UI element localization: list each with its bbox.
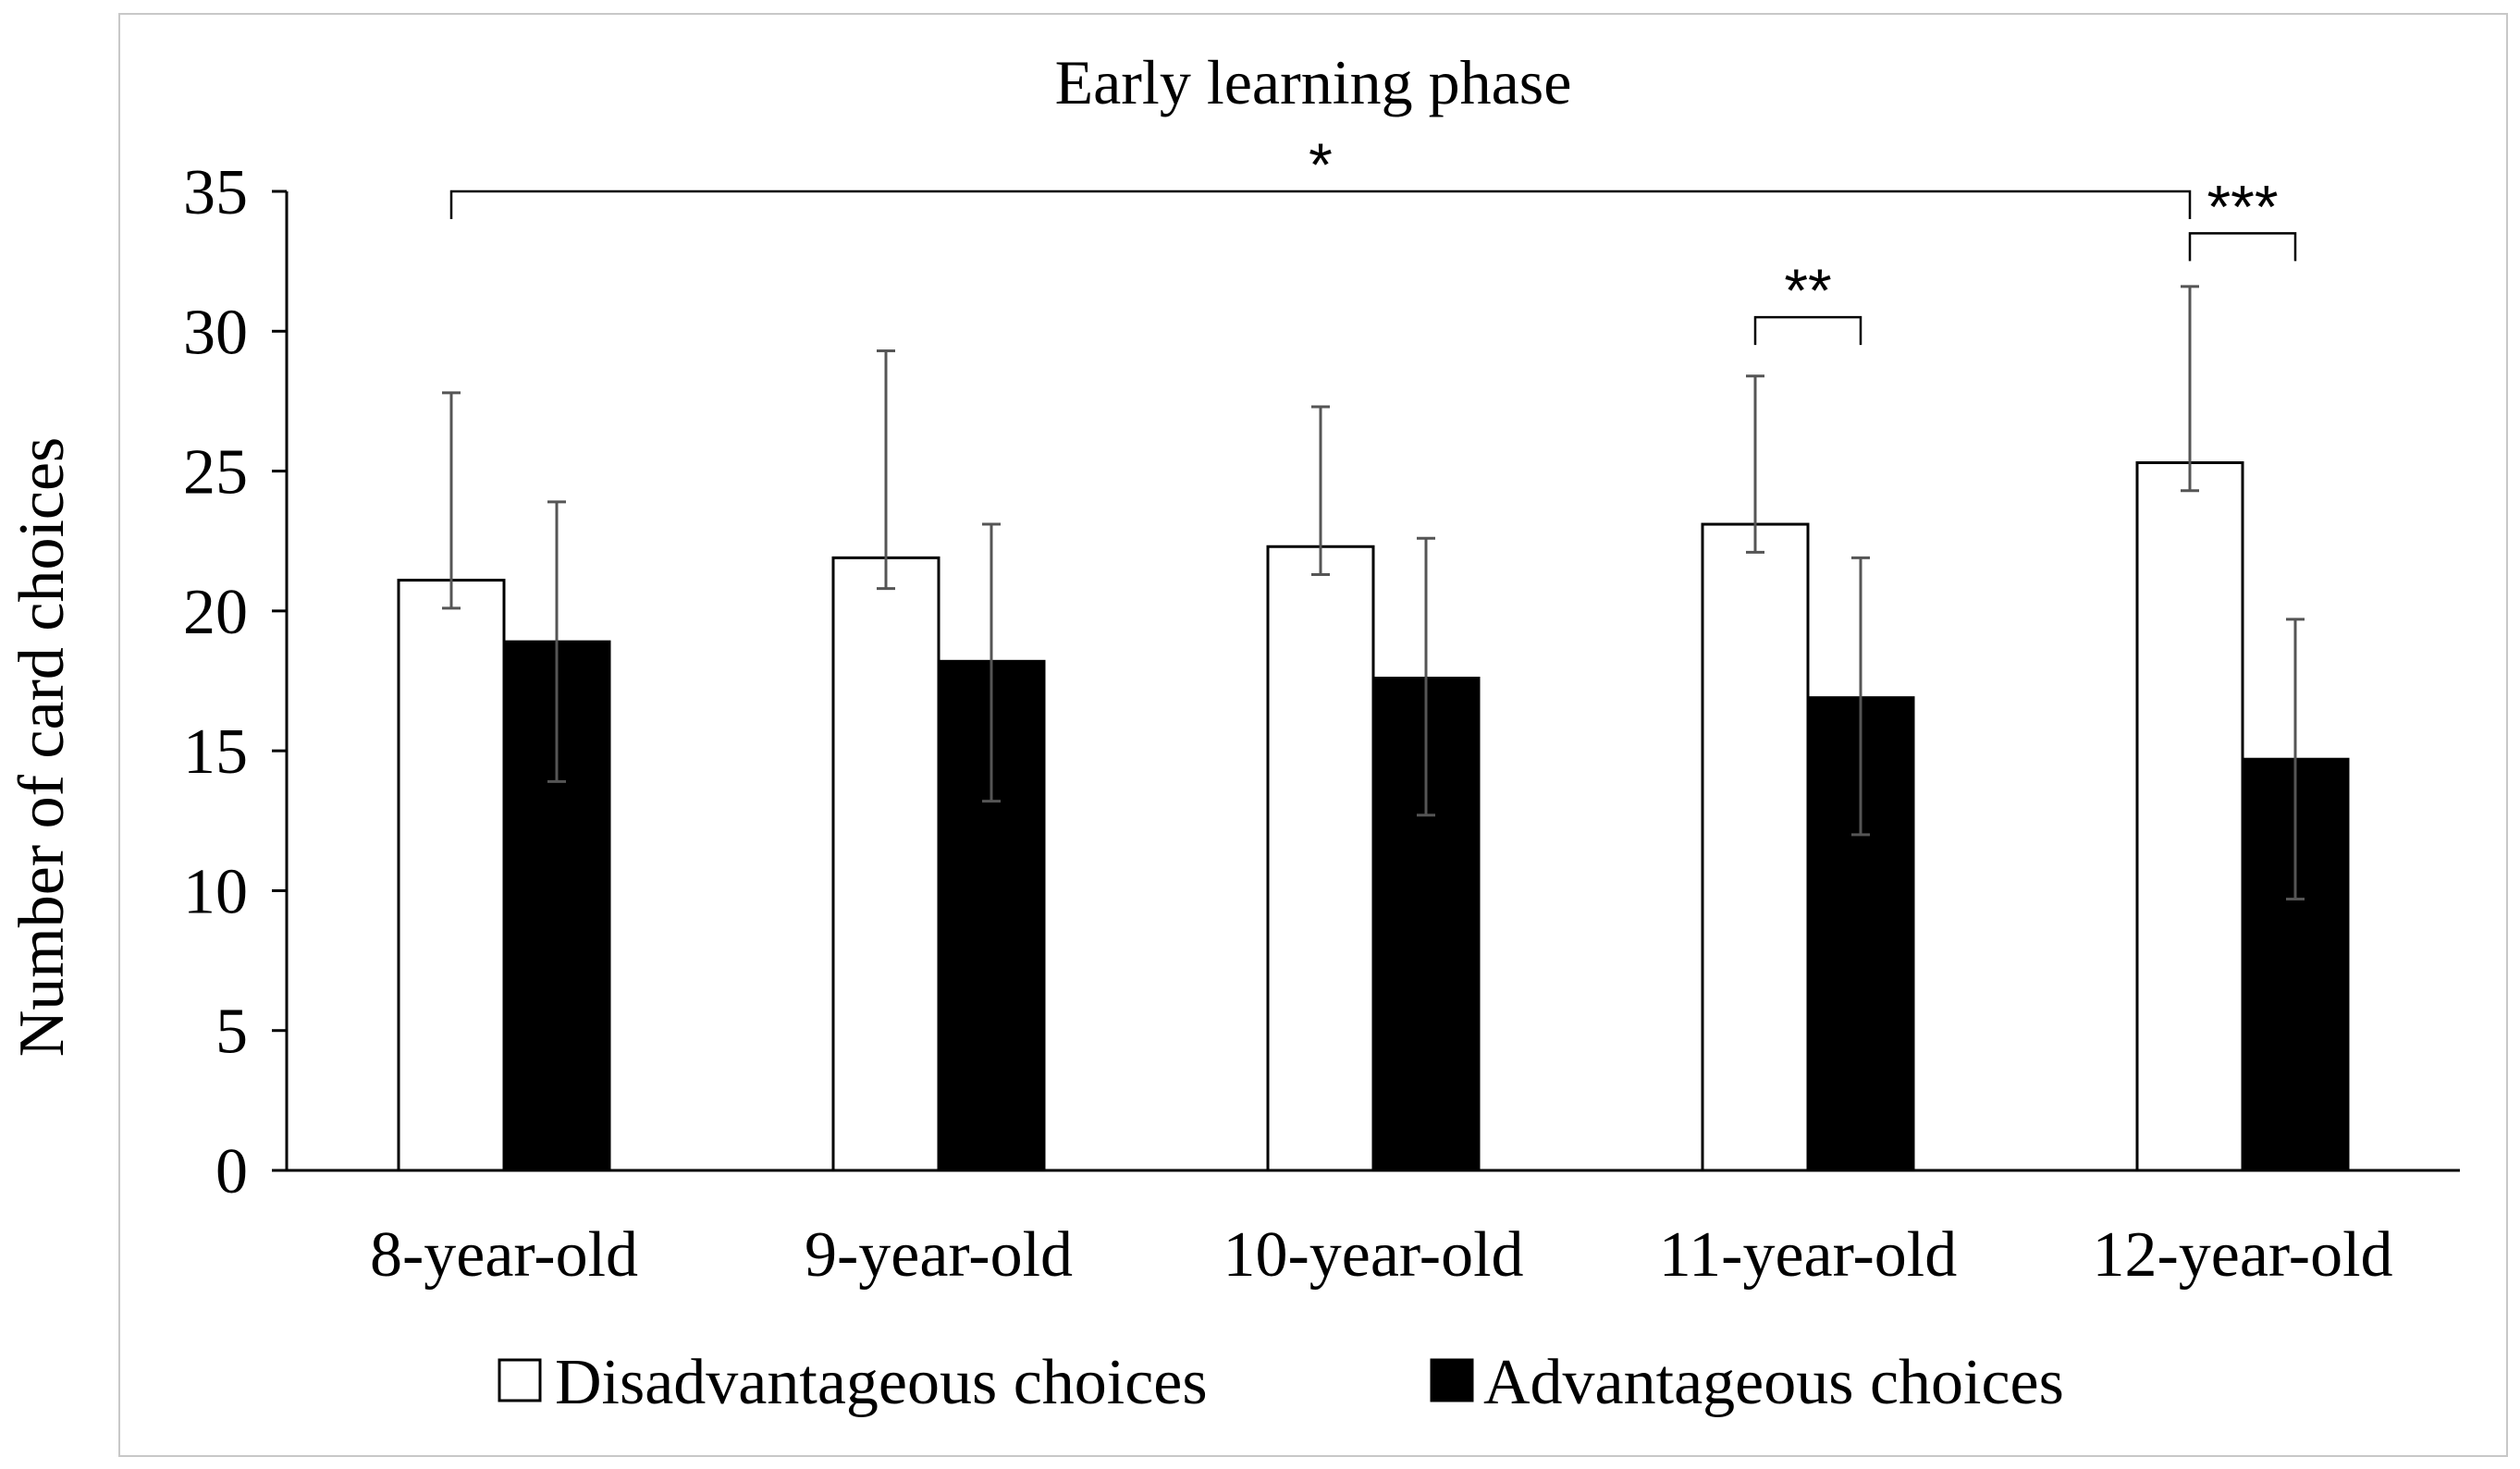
significance-bracket [1753, 315, 1862, 346]
significance-label: *** [2207, 172, 2278, 240]
y-tick-label: 35 [183, 157, 248, 228]
x-tick-label: 11-year-old [1659, 1219, 1958, 1291]
legend-label-advantageous: Advantageous choices [1483, 1347, 2064, 1418]
y-tick-label: 30 [183, 297, 248, 368]
chart-title: Early learning phase [1055, 47, 1572, 117]
x-tick-labels: 8-year-old 9-year-old 10-year-old 11-year-o… [370, 1219, 2393, 1291]
x-tick-label: 10-year-old [1223, 1219, 1523, 1291]
y-tick-labels: 0 5 10 15 20 25 30 35 [183, 157, 248, 1207]
y-tick-label: 5 [215, 997, 248, 1068]
significance-brackets: ****** [449, 130, 2297, 346]
bar-disadvantageous [397, 579, 506, 1172]
legend: Disadvantageous choices Advantageous choi… [498, 1347, 2064, 1418]
significance-label: ** [1784, 256, 1831, 324]
significance-label: * [1309, 130, 1333, 199]
significance-bracket [449, 190, 2192, 219]
error-bars [442, 285, 2305, 901]
significance-bracket [2188, 232, 2297, 262]
bar-disadvantageous [2135, 460, 2244, 1172]
y-axis-label: Number of card choices [6, 437, 78, 1058]
legend-swatch-disadvantageous [498, 1358, 542, 1402]
legend-swatch-advantageous [1430, 1358, 1474, 1402]
y-tick-label: 15 [183, 716, 248, 788]
x-tick-label: 8-year-old [370, 1219, 638, 1291]
y-tick-label: 25 [183, 437, 248, 508]
y-tick-label: 20 [183, 577, 248, 648]
bars [397, 460, 2350, 1172]
bar-disadvantageous [831, 556, 940, 1172]
bar-disadvantageous [1266, 545, 1375, 1172]
bar-advantageous [937, 659, 1046, 1172]
y-tick-label: 10 [183, 856, 248, 927]
x-tick-label: 9-year-old [805, 1219, 1073, 1291]
bar-disadvantageous [1701, 522, 1810, 1172]
legend-label-disadvantageous: Disadvantageous choices [555, 1347, 1208, 1418]
x-tick-label: 12-year-old [2092, 1219, 2392, 1291]
y-tick-label: 0 [215, 1136, 248, 1207]
